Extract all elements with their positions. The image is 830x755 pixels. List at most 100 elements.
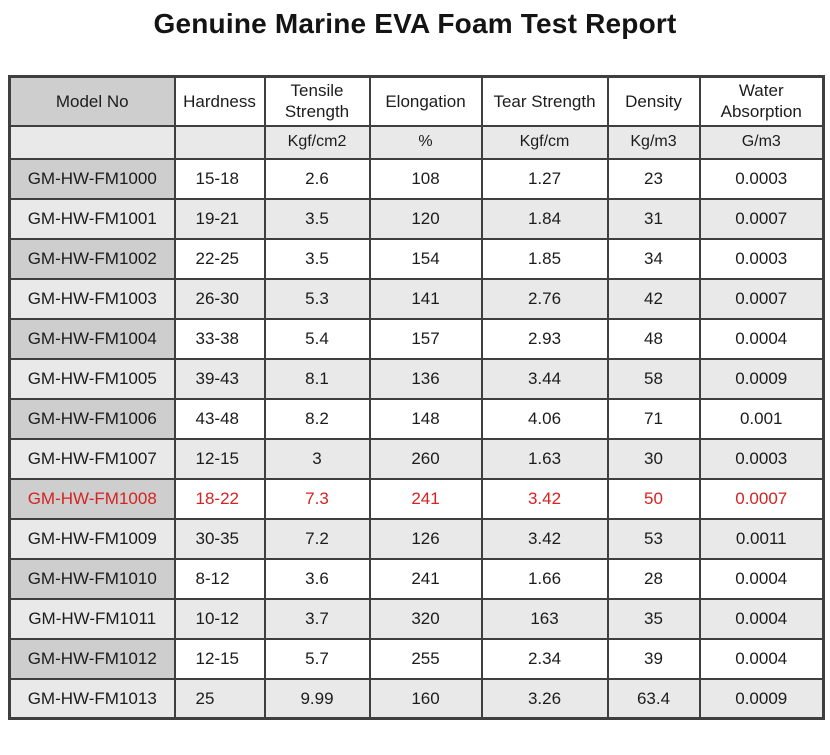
table-row: GM-HW-FM1009 30-35 7.2 126 3.42 53 0.0011 — [8, 517, 825, 560]
cell-tear-strength: 3.42 — [480, 477, 609, 520]
cell-tear-strength: 3.44 — [480, 357, 609, 400]
column-header-tear-strength: Tear Strength — [480, 75, 609, 127]
cell-elongation: 126 — [368, 517, 483, 560]
cell-water-absorption: 0.0003 — [698, 237, 825, 280]
cell-tensile-strength: 8.2 — [263, 397, 371, 440]
cell-density: 23 — [606, 157, 701, 200]
cell-water-absorption: 0.0011 — [698, 517, 825, 560]
cell-model-no: GM-HW-FM1002 — [8, 237, 176, 280]
cell-hardness: 26-30 — [173, 277, 266, 320]
unit-cell-tear-strength: Kgf/cm — [480, 124, 609, 160]
table-row: GM-HW-FM1005 39-43 8.1 136 3.44 58 0.0009 — [8, 357, 825, 400]
cell-tear-strength: 1.27 — [480, 157, 609, 200]
column-header-model-no: Model No — [8, 75, 176, 127]
cell-hardness: 33-38 — [173, 317, 266, 360]
cell-hardness: 8-12 — [173, 557, 266, 600]
cell-tear-strength: 1.84 — [480, 197, 609, 240]
cell-tensile-strength: 3.5 — [263, 197, 371, 240]
cell-hardness: 12-15 — [173, 637, 266, 680]
cell-water-absorption: 0.0003 — [698, 157, 825, 200]
table-row: GM-HW-FM1007 12-15 3 260 1.63 30 0.0003 — [8, 437, 825, 480]
cell-density: 42 — [606, 277, 701, 320]
cell-model-no: GM-HW-FM1003 — [8, 277, 176, 320]
cell-hardness: 43-48 — [173, 397, 266, 440]
cell-model-no: GM-HW-FM1004 — [8, 317, 176, 360]
cell-elongation: 136 — [368, 357, 483, 400]
cell-hardness: 12-15 — [173, 437, 266, 480]
cell-density: 58 — [606, 357, 701, 400]
cell-water-absorption: 0.001 — [698, 397, 825, 440]
cell-elongation: 255 — [368, 637, 483, 680]
cell-tear-strength: 1.85 — [480, 237, 609, 280]
cell-model-no: GM-HW-FM1001 — [8, 197, 176, 240]
cell-tensile-strength: 5.3 — [263, 277, 371, 320]
cell-density: 48 — [606, 317, 701, 360]
unit-cell-hardness — [173, 124, 266, 160]
table-row: GM-HW-FM1011 10-12 3.7 320 163 35 0.0004 — [8, 597, 825, 640]
table-row: GM-HW-FM1004 33-38 5.4 157 2.93 48 0.0004 — [8, 317, 825, 360]
cell-tear-strength: 1.63 — [480, 437, 609, 480]
cell-hardness: 10-12 — [173, 597, 266, 640]
table-row: GM-HW-FM1000 15-18 2.6 108 1.27 23 0.0003 — [8, 157, 825, 200]
cell-elongation: 154 — [368, 237, 483, 280]
cell-tensile-strength: 5.4 — [263, 317, 371, 360]
cell-water-absorption: 0.0003 — [698, 437, 825, 480]
cell-model-no: GM-HW-FM1009 — [8, 517, 176, 560]
cell-water-absorption: 0.0004 — [698, 637, 825, 680]
cell-water-absorption: 0.0009 — [698, 357, 825, 400]
column-header-hardness: Hardness — [173, 75, 266, 127]
cell-water-absorption: 0.0007 — [698, 277, 825, 320]
table-row: GM-HW-FM1012 12-15 5.7 255 2.34 39 0.0004 — [8, 637, 825, 680]
cell-density: 39 — [606, 637, 701, 680]
cell-model-no: GM-HW-FM1007 — [8, 437, 176, 480]
cell-water-absorption: 0.0007 — [698, 197, 825, 240]
unit-cell-tensile-strength: Kgf/cm2 — [263, 124, 371, 160]
cell-model-no: GM-HW-FM1005 — [8, 357, 176, 400]
cell-tear-strength: 1.66 — [480, 557, 609, 600]
table-row: GM-HW-FM1006 43-48 8.2 148 4.06 71 0.001 — [8, 397, 825, 440]
table-body: GM-HW-FM1000 15-18 2.6 108 1.27 23 0.0003 GM-HW… — [8, 157, 825, 720]
cell-tensile-strength: 5.7 — [263, 637, 371, 680]
units-row: Kgf/cm2% Kgf/cm Kg/m3 G/m3 — [8, 124, 825, 160]
table-row: GM-HW-FM1001 19-21 3.5 120 1.84 31 0.0007 — [8, 197, 825, 240]
unit-cell-water-absorption: G/m3 — [698, 124, 825, 160]
report-table: Model No Hardness Tensile Strength Elongati… — [8, 75, 825, 720]
cell-elongation: 260 — [368, 437, 483, 480]
cell-tear-strength: 3.26 — [480, 677, 609, 720]
table-row: GM-HW-FM1002 22-25 3.5 154 1.85 34 0.0003 — [8, 237, 825, 280]
cell-elongation: 141 — [368, 277, 483, 320]
cell-tensile-strength: 3.6 — [263, 557, 371, 600]
cell-elongation: 241 — [368, 557, 483, 600]
column-header-elongation: Elongation — [368, 75, 483, 127]
cell-model-no: GM-HW-FM1008 — [8, 477, 176, 520]
cell-tensile-strength: 8.1 — [263, 357, 371, 400]
cell-density: 50 — [606, 477, 701, 520]
cell-model-no: GM-HW-FM1010 — [8, 557, 176, 600]
cell-hardness: 30-35 — [173, 517, 266, 560]
cell-tensile-strength: 3.5 — [263, 237, 371, 280]
table-header: Model No Hardness Tensile Strength Elongati… — [8, 75, 825, 160]
cell-model-no: GM-HW-FM1006 — [8, 397, 176, 440]
cell-tear-strength: 2.93 — [480, 317, 609, 360]
cell-hardness: 18-22 — [173, 477, 266, 520]
cell-tear-strength: 3.42 — [480, 517, 609, 560]
column-header-tensile-strength: Tensile Strength — [263, 75, 371, 127]
column-header-water-absorption: Water Absorption — [698, 75, 825, 127]
cell-model-no: GM-HW-FM1013 — [8, 677, 176, 720]
cell-water-absorption: 0.0004 — [698, 597, 825, 640]
cell-density: 53 — [606, 517, 701, 560]
cell-water-absorption: 0.0007 — [698, 477, 825, 520]
cell-tear-strength: 163 — [480, 597, 609, 640]
header-row: Model No Hardness Tensile Strength Elongati… — [8, 75, 825, 127]
table-row: GM-HW-FM1013 25 9.99 160 3.26 63.4 0.0009 — [8, 677, 825, 720]
cell-tear-strength: 2.34 — [480, 637, 609, 680]
cell-elongation: 241 — [368, 477, 483, 520]
cell-model-no: GM-HW-FM1012 — [8, 637, 176, 680]
cell-tear-strength: 4.06 — [480, 397, 609, 440]
cell-tensile-strength: 2.6 — [263, 157, 371, 200]
cell-hardness: 15-18 — [173, 157, 266, 200]
cell-elongation: 160 — [368, 677, 483, 720]
cell-tensile-strength: 9.99 — [263, 677, 371, 720]
cell-elongation: 148 — [368, 397, 483, 440]
cell-density: 28 — [606, 557, 701, 600]
